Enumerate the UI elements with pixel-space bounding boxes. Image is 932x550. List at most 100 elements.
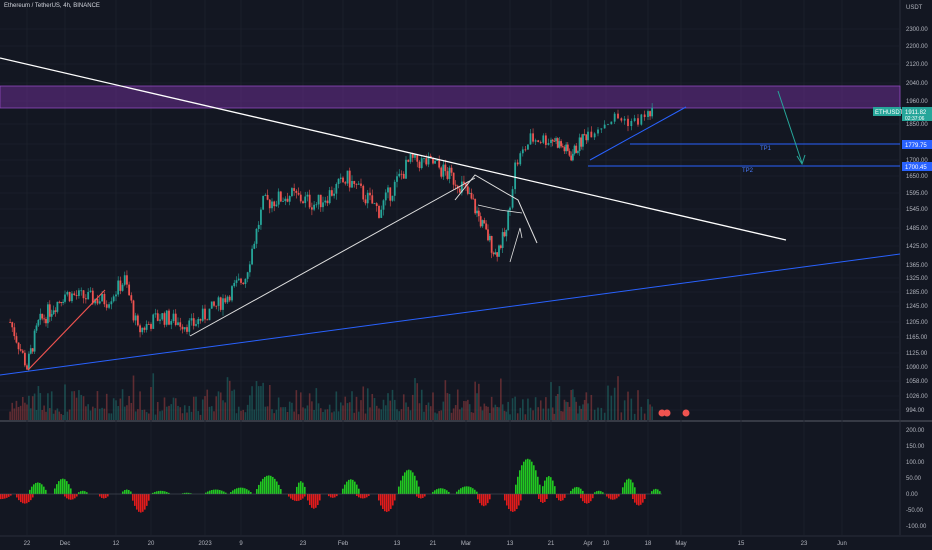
event-marker-icon[interactable] — [663, 409, 671, 417]
candle-body — [75, 295, 78, 296]
candle-body — [177, 322, 179, 326]
oscillator-bar — [487, 494, 489, 504]
candle-body — [369, 192, 371, 196]
volume-bar — [154, 414, 157, 420]
oscillator-bar — [368, 494, 370, 496]
oscillator-bar — [653, 489, 655, 494]
price-axis[interactable]: USDT 2300.00 2200.00 2120.00 2040.00 1960.00… — [906, 5, 928, 414]
oscillator-bar — [22, 494, 24, 504]
oscillator-bar — [564, 494, 566, 498]
oscillator-bar — [246, 489, 248, 494]
oscillator-bar — [296, 494, 298, 502]
volume-bar — [186, 412, 188, 420]
volume-bar — [456, 389, 459, 420]
projection-arrow[interactable] — [777, 90, 803, 164]
channel-upper-line[interactable] — [589, 106, 687, 161]
oscillator-bar — [190, 493, 192, 494]
oscillator-bar — [458, 489, 460, 494]
triangle-pattern[interactable] — [454, 174, 538, 244]
time-axis[interactable]: 22 Dec 12 20 2023 9 23 Feb 13 21 Mar 13 21 Apr 10 18 May… — [24, 541, 847, 547]
oscillator-bar — [138, 494, 140, 512]
price-tick-label: 2300.00 — [906, 27, 928, 33]
candle-body — [119, 280, 122, 291]
oscillator-bar — [529, 459, 531, 494]
oscillator-tick-label: 150.00 — [906, 444, 925, 450]
candle-body — [514, 162, 517, 190]
event-marker-icon[interactable] — [682, 409, 690, 417]
volume-bar — [251, 386, 253, 420]
candle-body — [328, 190, 331, 204]
volume-bar — [317, 403, 320, 420]
volume-bar — [487, 406, 489, 420]
volume-bar — [31, 396, 34, 420]
candle-body — [242, 282, 245, 284]
falling-wedge[interactable] — [509, 227, 523, 263]
volume-bar — [522, 399, 524, 420]
oscillator-pane[interactable] — [0, 422, 900, 535]
price-tick-label: 1205.00 — [906, 320, 928, 326]
volume-bar — [121, 389, 124, 420]
resistance-zone[interactable] — [0, 85, 901, 109]
volume-bar — [315, 388, 318, 420]
time-tick-label: 9 — [239, 541, 243, 547]
oscillator-bar — [420, 494, 422, 499]
price-pane[interactable] — [0, 0, 900, 420]
candle-body — [434, 160, 436, 164]
candle-body — [26, 365, 28, 370]
candle-body — [623, 118, 626, 121]
candle-body — [156, 313, 159, 321]
volume-bar — [143, 409, 146, 420]
volume-bar — [156, 401, 159, 420]
candle-body — [380, 209, 383, 218]
candle-body — [483, 220, 486, 224]
candle-body — [501, 232, 504, 248]
candle-body — [91, 290, 94, 304]
oscillator-bar — [657, 489, 659, 494]
volume-bar — [47, 393, 49, 420]
candle-body — [333, 193, 336, 196]
volume-bar — [434, 412, 436, 420]
volume-bar — [30, 408, 32, 420]
oscillator-bar — [146, 494, 148, 506]
triangle-pattern-lower[interactable] — [477, 204, 523, 214]
projection-arrowhead — [796, 154, 806, 166]
oscillator-bar — [4, 494, 6, 499]
candle-body — [521, 149, 524, 154]
svg-text:1779.75: 1779.75 — [905, 143, 927, 149]
price-tick-label: 1325.00 — [906, 276, 928, 282]
oscillator-axis[interactable]: 200.00 150.00 100.00 50.00 0.00 -50.00 -100.00 — [906, 428, 927, 530]
rising-support-line[interactable] — [189, 177, 476, 337]
candle-body — [50, 313, 53, 317]
volume-bar — [597, 407, 599, 420]
oscillator-bar — [2, 494, 4, 499]
price-tick-label: 994.00 — [906, 408, 925, 414]
red-uptrend-line[interactable] — [27, 289, 106, 371]
candle-body — [396, 176, 398, 182]
volume-bar — [585, 392, 588, 420]
candle-body — [371, 195, 374, 204]
oscillator-bar — [280, 489, 282, 494]
volume-bar — [620, 412, 623, 420]
symbol-title[interactable]: Ethereum / TetherUS, 4h, BINANCE — [4, 3, 100, 9]
oscillator-bar — [144, 494, 146, 510]
long-term-support-line[interactable] — [0, 253, 901, 376]
candle-body — [71, 293, 73, 302]
drawings[interactable]: TP1 TP2 — [0, 57, 901, 376]
event-markers[interactable] — [658, 409, 690, 417]
volume-bar — [407, 406, 410, 420]
candle-body — [190, 318, 193, 321]
oscillator-bar — [590, 494, 592, 502]
event-marker-icon[interactable] — [658, 409, 666, 417]
volume-bar — [423, 411, 425, 420]
candle-body — [477, 210, 480, 217]
time-tick-label: Mar — [461, 541, 471, 547]
price-tick-label: 1700.00 — [906, 158, 928, 164]
oscillator-bar — [470, 487, 472, 494]
candle-body — [499, 245, 502, 248]
candle-body — [284, 198, 287, 202]
candle-body — [444, 164, 447, 172]
oscillator-bar — [66, 481, 68, 494]
oscillator-bar — [258, 484, 260, 494]
long-term-downtrend-line[interactable] — [0, 57, 787, 241]
